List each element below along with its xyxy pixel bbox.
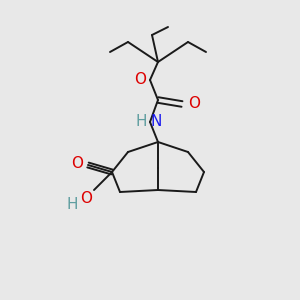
Text: H: H [67,197,78,212]
Text: N: N [151,113,162,128]
Text: O: O [134,71,146,86]
Text: H: H [136,113,147,128]
Text: O: O [71,157,83,172]
Text: O: O [80,191,92,206]
Text: O: O [188,95,200,110]
